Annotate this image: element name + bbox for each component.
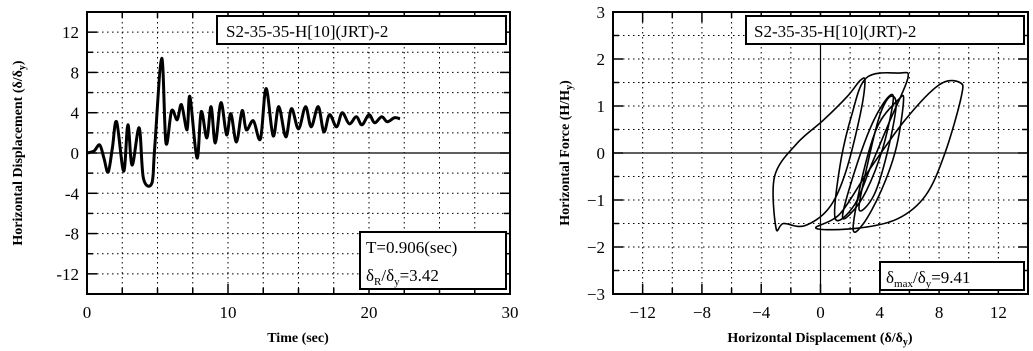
x-tick-label: 12: [990, 303, 1007, 322]
y-tick-label: 12: [62, 23, 79, 42]
plot-frame: [612, 11, 1029, 295]
y-tick-label: −2: [587, 238, 605, 257]
y-tick-label: −1: [587, 191, 605, 210]
x-tick-label: 0: [83, 303, 92, 322]
x-tick-label: −12: [629, 303, 656, 322]
chart-title: S2-35-35-H[10](JRT)-2: [226, 22, 388, 41]
chart-time-history: 0 10 20 30 12 8 4 0 -4 -8 -12 S2-35-35-H[10](JRT)-…: [11, 11, 519, 346]
tick-labels: −12 −8 −4 0 4 8 12 3 2 1 0 −1 −2 −3: [587, 3, 1007, 322]
hysteresis-loop: [815, 79, 964, 231]
annotation-box: [879, 261, 1025, 291]
hysteresis-loops: [772, 71, 964, 233]
tick-labels: 0 10 20 30 12 8 4 0 -4 -8 -12: [56, 23, 518, 322]
x-axis-label: Horizontal Displacement (δ/δy): [727, 331, 913, 348]
hysteresis-loop: [772, 77, 866, 232]
x-tick-label: 10: [220, 303, 237, 322]
x-axis-label: Time (sec): [267, 331, 329, 346]
y-axis-label: Horizontal Displacement (δ/δy): [11, 60, 28, 246]
y-tick-label: 2: [597, 50, 606, 69]
y-tick-label: −3: [587, 285, 605, 304]
chart-title: S2-35-35-H[10](JRT)-2: [754, 22, 916, 41]
y-tick-label: 3: [597, 3, 606, 22]
y-tick-label: 0: [597, 144, 606, 163]
displacement-series-line: [86, 56, 401, 188]
y-tick-label: 4: [71, 104, 80, 123]
annotation-residual: δR/δy=3.42: [366, 266, 439, 288]
hysteresis-loop: [852, 94, 905, 233]
y-tick-label: -12: [56, 265, 79, 284]
zero-line: [613, 12, 1028, 294]
y-tick-label: -8: [65, 225, 79, 244]
y-tick-label: 1: [597, 97, 606, 116]
hysteresis-loop: [858, 95, 897, 212]
annotation-box: [359, 231, 507, 290]
x-tick-label: 4: [876, 303, 885, 322]
x-tick-label: 0: [816, 303, 825, 322]
y-tick-label: 0: [71, 144, 80, 163]
plot-frame: [86, 11, 511, 295]
y-tick-label: -4: [65, 184, 80, 203]
x-tick-label: 8: [935, 303, 944, 322]
y-axis-label: Horizontal Force (H/Hy): [558, 80, 575, 226]
x-tick-label: −4: [752, 303, 771, 322]
x-tick-label: 30: [502, 303, 519, 322]
x-tick-label: 20: [361, 303, 378, 322]
x-tick-label: −8: [693, 303, 711, 322]
title-box: [745, 15, 1025, 45]
hysteresis-loop: [841, 93, 895, 220]
chart-hysteresis: −12 −8 −4 0 4 8 12 3 2 1 0 −1 −2 −3 S2-35-35-H[10](JR…: [558, 3, 1029, 348]
y-tick-label: 8: [71, 63, 80, 82]
annotation-period: T=0.906(sec): [366, 238, 457, 257]
title-box: [216, 15, 507, 45]
